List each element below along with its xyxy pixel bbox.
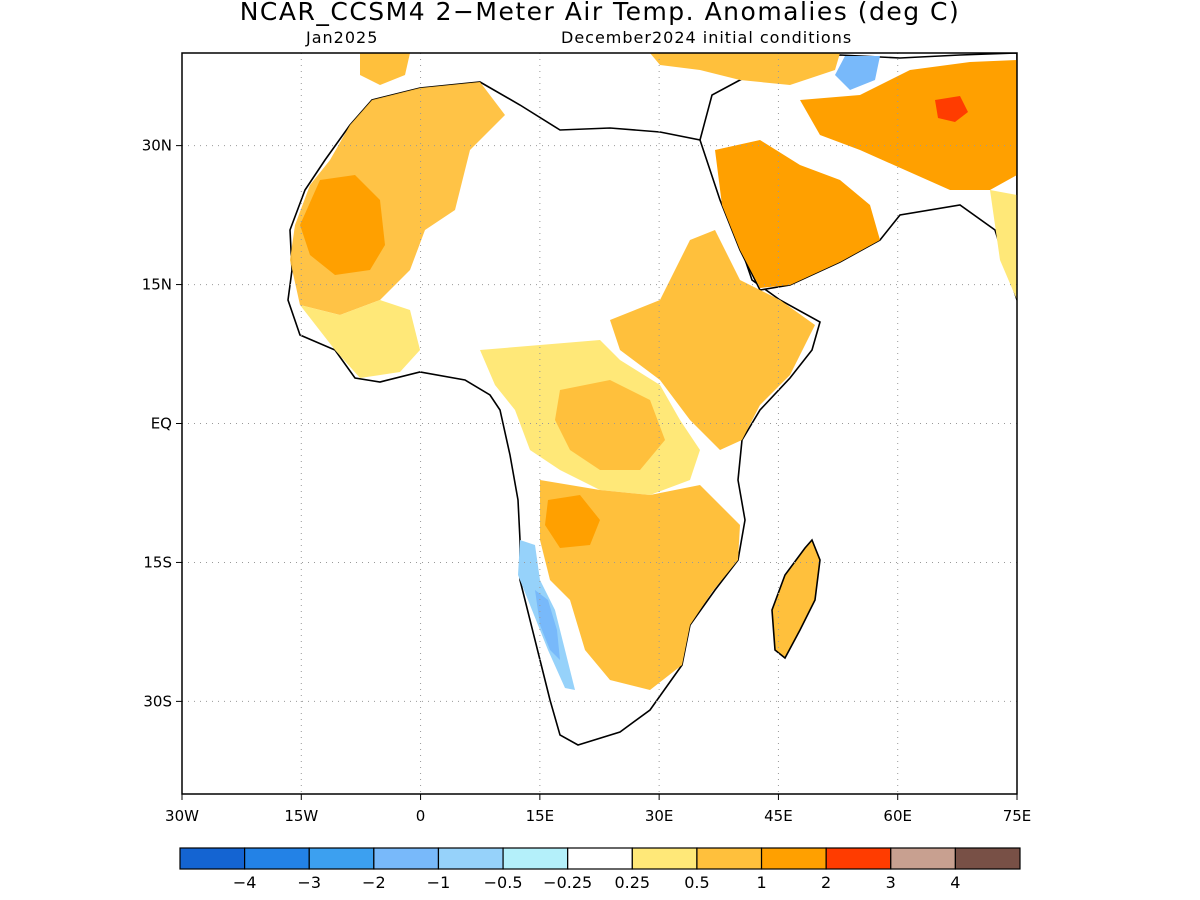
legend-label: −0.5 xyxy=(484,873,523,892)
legend-swatch xyxy=(696,847,763,870)
anomaly-arabia xyxy=(715,140,880,288)
legend-label: −0.25 xyxy=(543,873,592,892)
legend-label: 1 xyxy=(756,873,766,892)
anomaly-turkey xyxy=(650,53,840,85)
legend-swatch xyxy=(308,847,375,870)
anomaly-iran-hot xyxy=(935,96,968,122)
legend-label: 3 xyxy=(886,873,896,892)
legend-label: −4 xyxy=(233,873,257,892)
anomaly-east-africa xyxy=(610,230,815,450)
lat-tick-label: 30S xyxy=(143,692,172,710)
forecast-month: Jan2025 xyxy=(306,28,379,47)
legend-swatch xyxy=(437,847,504,870)
map-field xyxy=(287,53,1017,746)
anomaly-sw-cooler xyxy=(535,590,560,660)
lat-tick-label: 15N xyxy=(142,276,172,294)
color-legend: −4 −3 −2 −1 −0.5 −0.25 0.25 0.5 1 2 3 4 xyxy=(179,847,1021,892)
lon-tick-label: 15E xyxy=(526,807,555,825)
anomaly-angola-core xyxy=(545,495,600,548)
legend-label: −1 xyxy=(427,873,451,892)
legend-swatch xyxy=(760,847,827,870)
legend-label: 0.5 xyxy=(684,873,709,892)
lat-tick-label: EQ xyxy=(151,415,172,433)
anomaly-mauritania xyxy=(300,175,385,275)
initial-conditions: December2024 initial conditions xyxy=(561,28,853,47)
legend-label: −3 xyxy=(297,873,321,892)
anomaly-india-edge xyxy=(990,190,1017,300)
map-title: NCAR_CCSM4 2−Meter Air Temp. Anomalies (… xyxy=(239,0,961,26)
lat-tick-label: 15S xyxy=(143,553,172,571)
legend-label: 4 xyxy=(950,873,960,892)
anomaly-central-core xyxy=(555,380,665,470)
anomaly-sahel xyxy=(300,300,420,378)
legend-swatch xyxy=(825,847,892,870)
legend-swatch xyxy=(890,847,956,870)
legend-swatch xyxy=(244,847,310,870)
legend-label: 2 xyxy=(821,873,831,892)
anomaly-caspian-cool xyxy=(835,56,880,90)
lon-tick-label: 30W xyxy=(165,807,199,825)
legend-swatch xyxy=(179,847,246,870)
anomaly-iran xyxy=(800,60,1017,190)
anomaly-med-top xyxy=(360,53,410,85)
lon-tick-label: 60E xyxy=(883,807,912,825)
legend-swatch xyxy=(631,847,698,870)
lat-tick-label: 30N xyxy=(142,137,172,155)
lon-tick-label: 15W xyxy=(284,807,318,825)
land-madagascar xyxy=(771,538,821,660)
legend-label: −2 xyxy=(362,873,386,892)
legend-swatch xyxy=(373,847,440,870)
legend-swatch xyxy=(502,847,569,870)
legend-swatch xyxy=(567,847,633,870)
lon-tick-label: 45E xyxy=(764,807,793,825)
legend-label: 0.25 xyxy=(614,873,650,892)
lon-tick-label: 75E xyxy=(1003,807,1032,825)
legend-swatch xyxy=(954,847,1021,870)
axis-ticks: 30W 15W 0 15E 30E 45E 60E 75E 30N 15N EQ 15S 30S xyxy=(142,137,1032,825)
lon-tick-label: 0 xyxy=(416,807,426,825)
lon-tick-label: 30E xyxy=(645,807,674,825)
